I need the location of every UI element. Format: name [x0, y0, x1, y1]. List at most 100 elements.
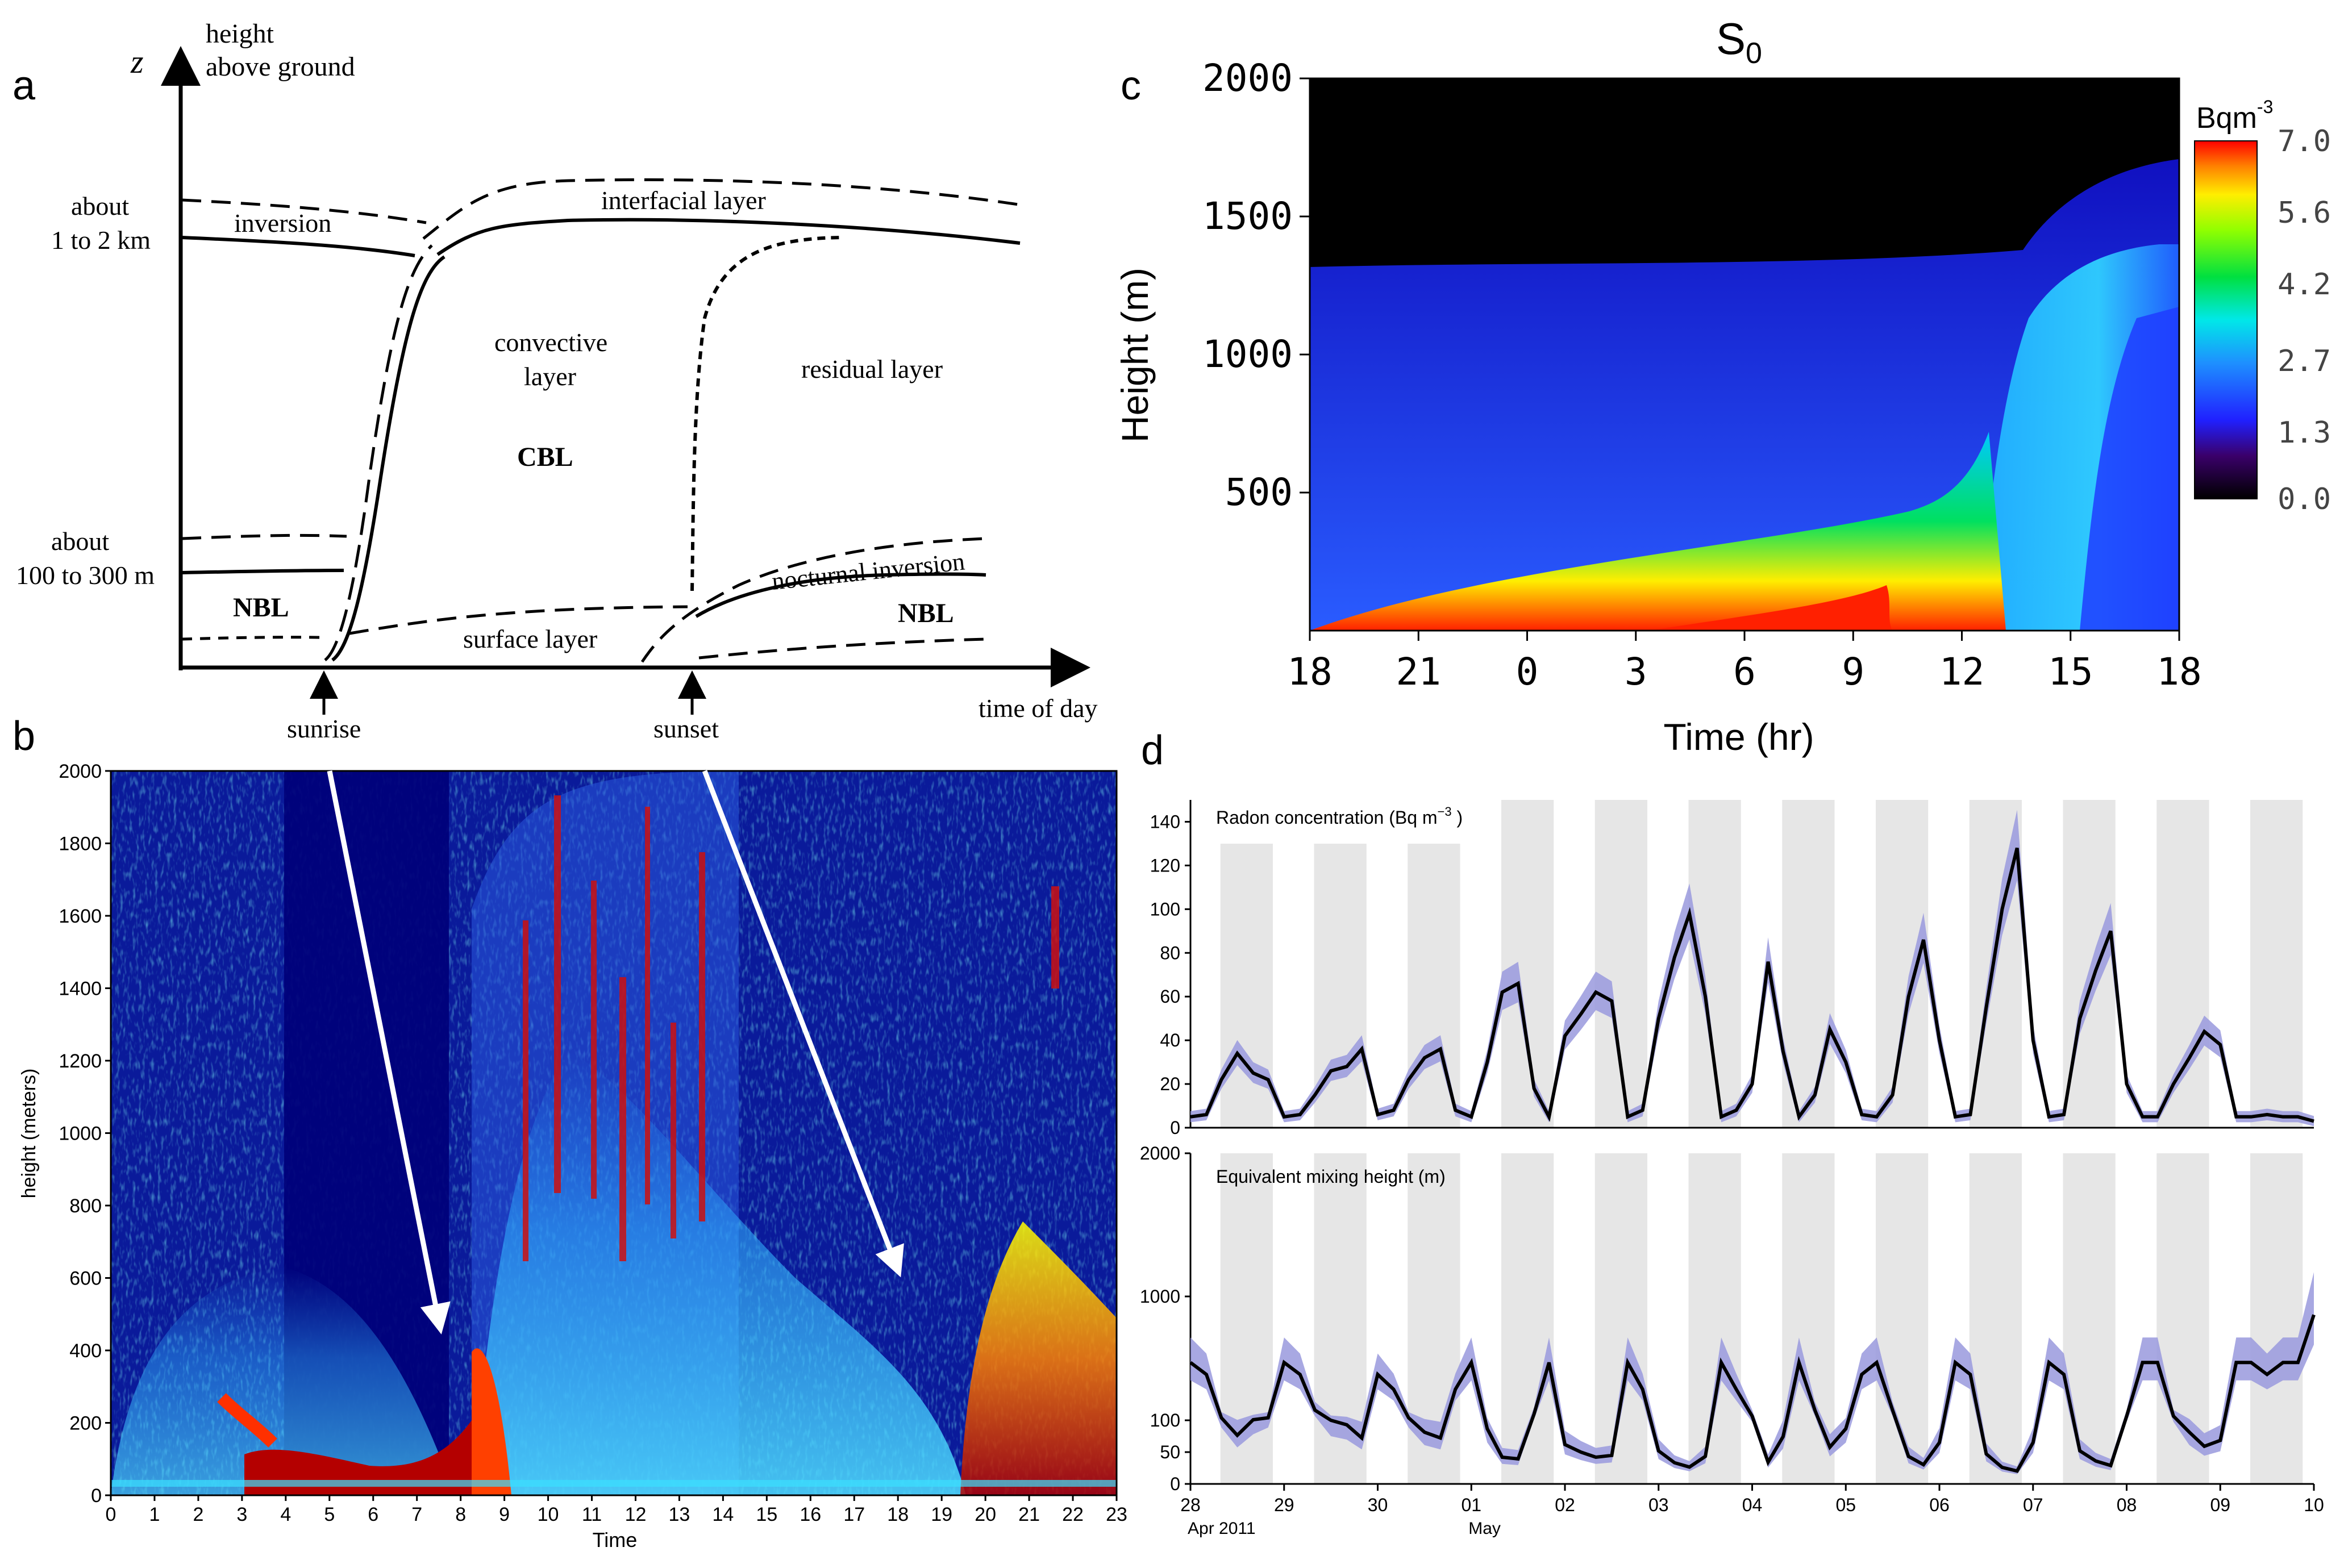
d-bottom-ytick-label: 100: [1150, 1410, 1180, 1431]
cbl-label: CBL: [517, 442, 573, 472]
d-xtick-label: 03: [1648, 1495, 1669, 1515]
c-ytick-label: 500: [1225, 470, 1293, 514]
b-ytick-label: 400: [69, 1340, 102, 1362]
d-xtick-label: 10: [2304, 1495, 2324, 1515]
d-top-ytick-label: 140: [1150, 811, 1180, 832]
cbl-growth-solid: [331, 255, 446, 662]
d-xtick-sublabel: May: [1468, 1519, 1501, 1538]
d-xtick-label: 07: [2023, 1495, 2043, 1515]
sunrise-label: sunrise: [287, 714, 361, 743]
d-top-ytick-label: 120: [1150, 855, 1180, 875]
d-xtick-label: 06: [1929, 1495, 1950, 1515]
label-about-bottom: about: [51, 527, 109, 556]
d-bottom-ytick-label: 0: [1170, 1474, 1180, 1494]
c-xtick-label: 18: [2156, 650, 2201, 694]
b-xtick-label: 7: [411, 1504, 422, 1525]
nbl-right-label: NBL: [898, 598, 954, 628]
d-x-ticks: 28 Apr 2011 29 30 01 May 02 03 04 05 06 07 08 09 10: [1180, 1484, 2324, 1538]
colorbar-tick-label: 1.3: [2278, 416, 2331, 450]
b-xtick-label: 13: [669, 1504, 690, 1525]
y-axis-title-line1: height: [206, 19, 274, 49]
panel-letter-d: d: [1141, 728, 1164, 773]
b-xtick-label: 18: [887, 1504, 909, 1525]
b-xtick-label: 0: [106, 1504, 116, 1525]
d-xtick-label: 30: [1368, 1495, 1388, 1515]
b-xtick-label: 9: [499, 1504, 510, 1525]
d-bottom-ytick-label: 2000: [1140, 1143, 1180, 1164]
c-ytick-label: 1000: [1202, 332, 1293, 376]
d-xtick-label: 28: [1180, 1495, 1201, 1515]
b-ytick-label: 1800: [59, 833, 102, 855]
panel-c-title: S0: [1716, 14, 1762, 70]
b-xtick-label: 12: [625, 1504, 647, 1525]
b-xtick-label: 14: [712, 1504, 734, 1525]
interfacial-layer-label: interfacial layer: [601, 186, 766, 215]
d-xtick-label: 02: [1555, 1495, 1575, 1515]
colorbar-ticks: 7.0 5.6 4.2 2.7 1.3 0.0: [2278, 124, 2331, 516]
b-xtick-label: 10: [538, 1504, 559, 1525]
c-xtick-label: 21: [1396, 650, 1441, 694]
b-xtick-label: 2: [193, 1504, 203, 1525]
b-ytick-label: 1600: [59, 906, 102, 927]
panel-letter-b: b: [13, 714, 35, 759]
colorbar: [2194, 140, 2258, 499]
nbl-bottom-dashed: [181, 636, 322, 641]
residual-boundary-dotted: [690, 236, 842, 591]
d-top-ytick-label: 80: [1160, 943, 1180, 963]
nocturnal-top-dashed: [640, 537, 986, 663]
night-shade-bottom: [2250, 1153, 2303, 1484]
c-ytick-label: 1500: [1202, 194, 1293, 238]
c-xtick-label: 18: [1287, 650, 1332, 694]
colorbar-tick-label: 4.2: [2278, 268, 2331, 302]
nocturnal-solid: [695, 572, 986, 618]
interfacial-top-dashed: [422, 178, 1026, 240]
heatmap-transition-hot: [472, 1348, 511, 1495]
panel-letter-c: c: [1121, 63, 1141, 109]
inversion-base-solid: [181, 236, 415, 257]
panel-c-ground-layer: [1310, 432, 2006, 631]
heatmap-early-feature: [217, 1393, 277, 1448]
convective-label-line2: layer: [524, 362, 576, 391]
b-xtick-label: 15: [756, 1504, 777, 1525]
c-xtick-label: 0: [1516, 650, 1539, 694]
colorbar-tick-label: 0.0: [2278, 482, 2331, 516]
b-xtick-label: 3: [236, 1504, 247, 1525]
night-shade-bottom: [1688, 1153, 1741, 1484]
d-xtick-sublabel: Apr 2011: [1188, 1519, 1256, 1538]
c-xtick-label: 6: [1733, 650, 1756, 694]
heatmap-evening-hot: [960, 1221, 1117, 1495]
d-xtick-label: 01: [1461, 1495, 1481, 1515]
b-ytick-label: 1400: [59, 978, 102, 1000]
colorbar-unit: Bqm-3: [2196, 97, 2273, 135]
night-shade-top: [1501, 800, 1554, 1128]
d-xtick-label: 08: [2117, 1495, 2137, 1515]
night-shade-bottom: [1969, 1153, 2022, 1484]
cbl-growth-dashed: [324, 244, 433, 661]
b-ytick-label: 1000: [59, 1123, 102, 1145]
panel-c-red-core: [1648, 585, 1892, 631]
surface-layer-dashed: [349, 605, 688, 635]
d-top-title: Radon concentration (Bq m−3 ): [1216, 804, 1463, 828]
nbl-top-solid: [181, 569, 344, 574]
b-xtick-label: 4: [280, 1504, 291, 1525]
cbl-top-solid: [436, 218, 1021, 256]
night-shade-top: [2250, 800, 2303, 1128]
sunset-label: sunset: [653, 714, 719, 743]
convective-label-line1: convective: [494, 328, 607, 357]
c-xtick-label: 3: [1625, 650, 1647, 694]
b-xtick-label: 8: [455, 1504, 466, 1525]
residual-layer-label: residual layer: [801, 355, 943, 383]
heatmap-morning-lower: [111, 1267, 455, 1495]
b-xtick-label: 22: [1062, 1504, 1084, 1525]
time-of-day-label: time of day: [979, 694, 1098, 723]
b-ytick-label: 600: [69, 1268, 102, 1290]
d-top-ytick-label: 40: [1160, 1030, 1180, 1050]
d-xtick-label: 04: [1742, 1495, 1763, 1515]
white-arrow-right: [702, 770, 904, 1278]
b-xtick-label: 6: [368, 1504, 378, 1525]
d-bottom-ytick-label: 1000: [1140, 1286, 1180, 1307]
inversion-label: inversion: [234, 208, 331, 237]
nbl-left-label: NBL: [233, 593, 289, 623]
